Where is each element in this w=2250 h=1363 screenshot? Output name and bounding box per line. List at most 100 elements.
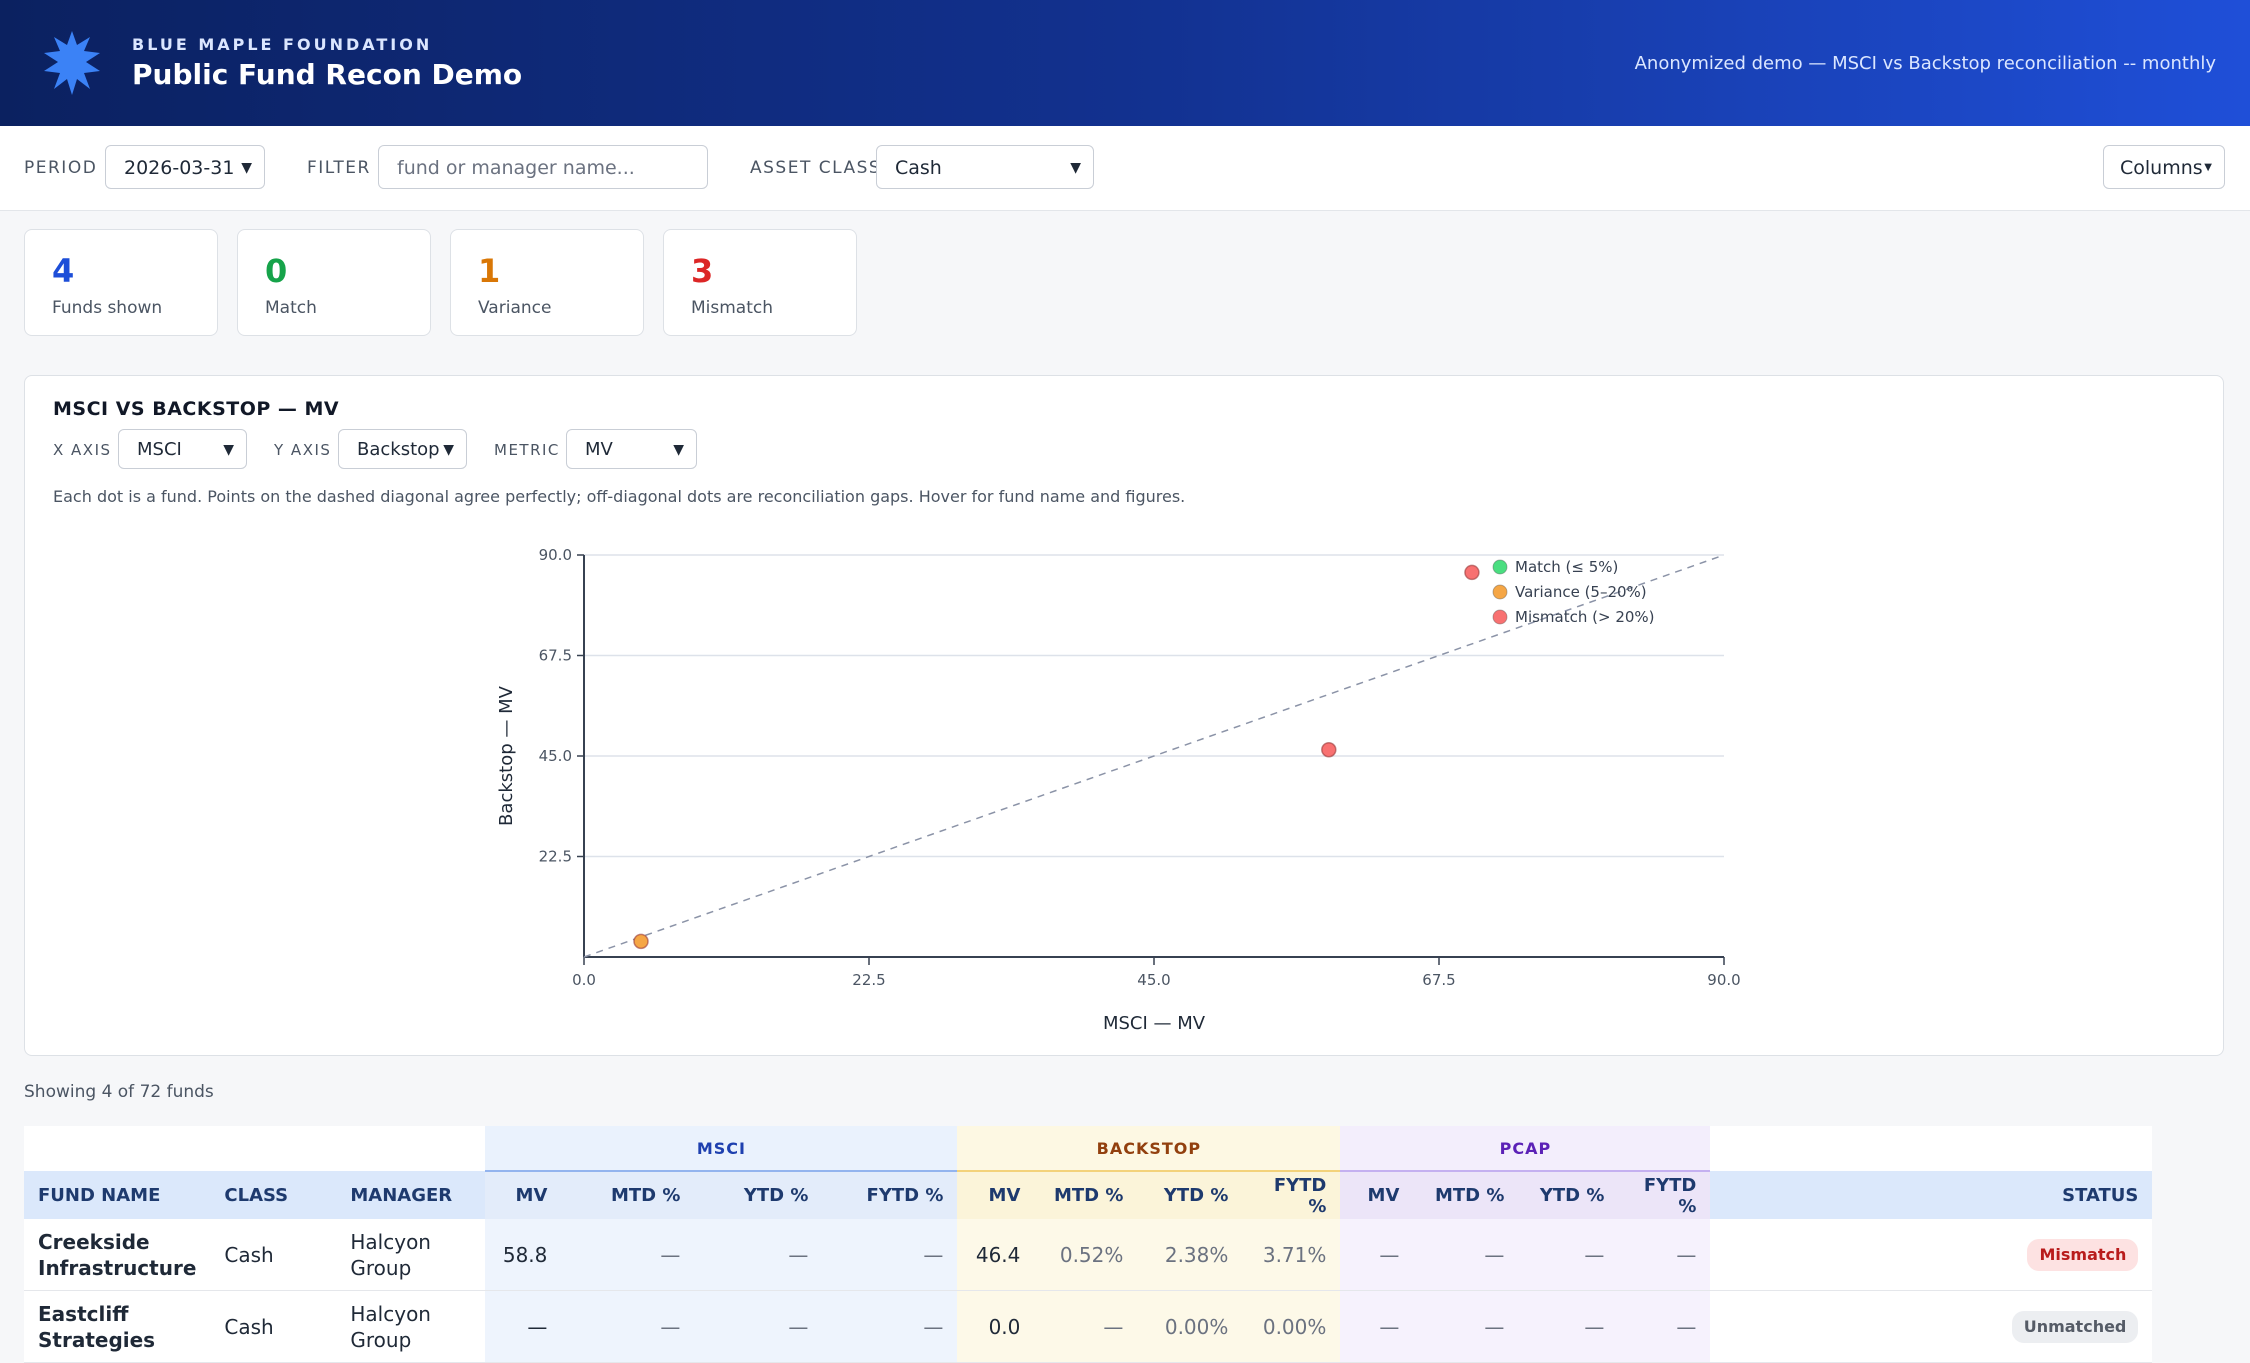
column-header[interactable]: MTD % xyxy=(1034,1171,1138,1219)
y-axis-value: Backstop xyxy=(357,439,440,460)
org-name: BLUE MAPLE FOUNDATION xyxy=(132,35,433,54)
table-cell: — xyxy=(1413,1219,1519,1291)
table-cell: 0.0 xyxy=(957,1290,1035,1363)
header-row: FUND NAME CLASS MANAGER MV MTD % YTD % FYTD % M… xyxy=(24,1171,2153,1219)
kpi-label: Funds shown xyxy=(52,298,163,318)
column-header[interactable]: FYTD % xyxy=(822,1171,958,1219)
asset-class-label: ASSET CLASS xyxy=(750,158,882,178)
x-axis-label: X AXIS xyxy=(53,441,112,459)
table-cell: — xyxy=(1518,1219,1619,1291)
scatter-chart: 22.5 45.0 67.5 90.0 0.0 22.5 45.0 67.5 90.0 MSCI … xyxy=(496,546,1741,1034)
status-badge: Unmatched xyxy=(2011,1310,2139,1343)
x-tick-label: 0.0 xyxy=(572,971,596,989)
legend-swatch xyxy=(1492,559,1508,575)
table-cell: — xyxy=(1034,1290,1138,1363)
column-header[interactable]: MV xyxy=(957,1171,1035,1219)
table-cell: — xyxy=(1618,1290,1711,1363)
y-axis-label: Y AXIS xyxy=(274,441,332,459)
table-cell: 58.8 xyxy=(485,1219,562,1291)
y-axis-select[interactable]: Backstop ▼ xyxy=(338,429,467,469)
column-header[interactable]: FYTD % xyxy=(1242,1171,1341,1219)
column-header[interactable]: FUND NAME xyxy=(24,1171,211,1219)
x-axis-select[interactable]: MSCI ▼ xyxy=(118,429,247,469)
legend-label: Match (≤ 5%) xyxy=(1515,558,1618,576)
column-header[interactable]: YTD % xyxy=(1137,1171,1243,1219)
column-header[interactable]: MV xyxy=(1340,1171,1414,1219)
chart-note: Each dot is a fund. Points on the dashed… xyxy=(53,487,1186,506)
kpi-value: 3 xyxy=(691,252,714,290)
group-row: MSCI BACKSTOP PCAP xyxy=(24,1126,2152,1172)
column-header[interactable]: MTD % xyxy=(561,1171,695,1219)
status-cell: Mismatch xyxy=(1710,1219,2153,1291)
status-cell: Unmatched xyxy=(1710,1290,2153,1363)
x-tick-label: 45.0 xyxy=(1137,971,1170,989)
subtitle: Anonymized demo — MSCI vs Backstop recon… xyxy=(1634,53,2216,74)
x-tick-label: 22.5 xyxy=(852,971,885,989)
kpi-value: 1 xyxy=(478,252,501,290)
column-header[interactable]: STATUS xyxy=(1710,1171,2153,1219)
y-tick-label: 90.0 xyxy=(539,546,572,564)
y-tick-label: 45.0 xyxy=(539,747,572,765)
y-tick-label: 22.5 xyxy=(539,848,572,866)
table-cell: Halcyon Group xyxy=(336,1290,486,1363)
kpi-label: Variance xyxy=(478,298,552,318)
metric-value: MV xyxy=(585,439,613,460)
table-row: Eastcliff Strategies Cash Halcyon Group — — —… xyxy=(24,1290,2153,1363)
table-cell: — xyxy=(1340,1219,1414,1291)
legend-label: Variance (5–20%) xyxy=(1515,583,1647,601)
table-cell: — xyxy=(1340,1290,1414,1363)
column-header[interactable]: YTD % xyxy=(694,1171,823,1219)
toolbar: PERIOD 2026-03-31 ▼ FILTER fund or manage… xyxy=(0,126,2250,211)
x-axis-value: MSCI xyxy=(137,439,182,460)
metric-select[interactable]: MV ▼ xyxy=(566,429,697,469)
period-select[interactable]: 2026-03-31 ▼ xyxy=(105,145,265,189)
table-cell: — xyxy=(694,1290,823,1363)
kpi-card: 3 Mismatch xyxy=(663,229,857,336)
column-header[interactable]: MTD % xyxy=(1413,1171,1519,1219)
app-title: Public Fund Recon Demo xyxy=(132,58,523,91)
status-badge: Mismatch xyxy=(2027,1238,2139,1271)
fund-table: MSCI BACKSTOP PCAP FUND NAME CLASS MANAGER MV M… xyxy=(24,1126,2153,1363)
header: BLUE MAPLE FOUNDATION Public Fund Recon … xyxy=(0,0,2250,126)
row-count: Showing 4 of 72 funds xyxy=(24,1082,214,1102)
columns-button[interactable]: Columns ▼ xyxy=(2103,145,2225,189)
column-header[interactable]: YTD % xyxy=(1518,1171,1619,1219)
group-header: PCAP xyxy=(1340,1126,1711,1172)
metric-label: METRIC xyxy=(494,441,560,459)
table-cell: — xyxy=(485,1290,562,1363)
table-cell: Creekside Infrastructure xyxy=(24,1219,211,1291)
y-tick-label: 67.5 xyxy=(539,647,572,665)
column-header[interactable]: CLASS xyxy=(210,1171,337,1219)
table-cell: — xyxy=(1518,1290,1619,1363)
data-point xyxy=(633,933,649,950)
table-cell: 0.52% xyxy=(1034,1219,1138,1291)
y-axis-title: Backstop — MV xyxy=(496,685,517,826)
table-cell: 46.4 xyxy=(957,1219,1035,1291)
filter-label: FILTER xyxy=(307,158,371,178)
table-cell: — xyxy=(561,1219,695,1291)
column-header[interactable]: FYTD % xyxy=(1618,1171,1711,1219)
kpi-card: 0 Match xyxy=(237,229,431,336)
table-cell: — xyxy=(822,1219,958,1291)
legend-label: Mismatch (> 20%) xyxy=(1515,608,1655,626)
table-cell: 0.00% xyxy=(1137,1290,1243,1363)
filter-placeholder: fund or manager name... xyxy=(397,157,635,179)
blank xyxy=(24,1126,485,1171)
legend-swatch xyxy=(1492,609,1508,625)
kpi-label: Match xyxy=(265,298,317,318)
x-axis-title: MSCI — MV xyxy=(1103,1013,1206,1034)
filter-input[interactable]: fund or manager name... xyxy=(378,145,708,189)
asset-class-select[interactable]: Cash ▼ xyxy=(876,145,1094,189)
table-cell: Cash xyxy=(210,1219,337,1291)
x-tick-label: 67.5 xyxy=(1422,971,1455,989)
kpi-card: 1 Variance xyxy=(450,229,644,336)
table-cell: — xyxy=(561,1290,695,1363)
legend-swatch xyxy=(1492,584,1508,600)
column-header[interactable]: MV xyxy=(485,1171,562,1219)
table-cell: — xyxy=(1618,1219,1711,1291)
table-cell: Cash xyxy=(210,1290,337,1363)
column-header[interactable]: MANAGER xyxy=(336,1171,486,1219)
table-cell: Eastcliff Strategies xyxy=(24,1290,211,1363)
asset-class-value: Cash xyxy=(895,157,942,179)
